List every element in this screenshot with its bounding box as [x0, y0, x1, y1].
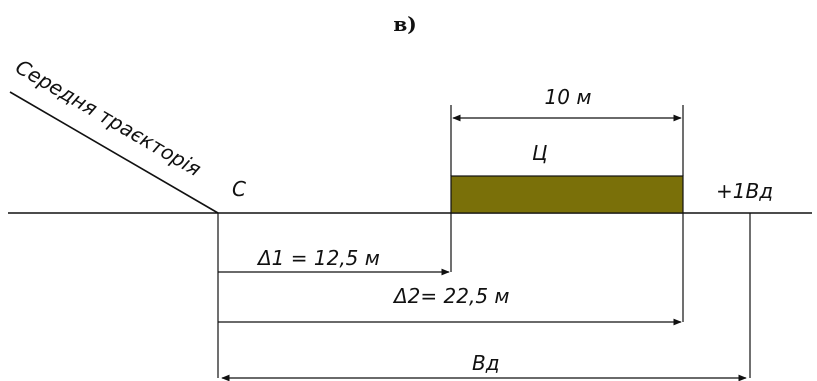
delta1-label: Δ1 = 12,5 м	[256, 246, 380, 270]
right-label: +1Вд	[716, 179, 773, 203]
trajectory-label: Середня траєкторія	[11, 55, 205, 182]
target-width-label: 10 м	[545, 85, 592, 109]
delta2-label: Δ2= 22,5 м	[392, 284, 510, 308]
target-label: Ц	[532, 141, 548, 165]
target-rectangle	[450, 175, 684, 214]
bottom-label: Вд	[472, 351, 500, 375]
point-c-label: С	[232, 177, 246, 201]
trajectory-line	[9, 91, 219, 214]
figure-label: в)	[393, 12, 416, 36]
